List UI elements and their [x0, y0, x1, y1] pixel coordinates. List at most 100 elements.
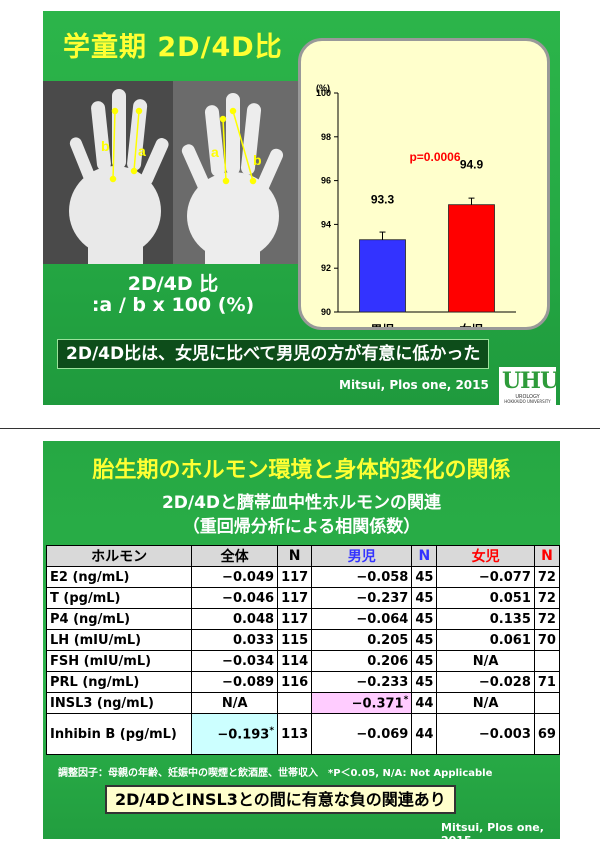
y-tick-label: 96: [321, 176, 331, 186]
table-row: PRL (ng/mL) −0.089 116 −0.233 45 −0.028 …: [45, 671, 561, 693]
x-category-label: 男児: [370, 323, 394, 327]
cell-hormone: PRL (ng/mL): [45, 671, 193, 693]
right-hand-image: [181, 93, 284, 264]
cell-n-boys: 45: [411, 650, 438, 672]
cell-n-boys: 44: [411, 692, 438, 714]
slide-2: 胎生期のホルモン環境と身体的変化の関係 2D/4Dと臍帯血中性ホルモンの関連 （…: [43, 441, 561, 847]
cell-n-total: [277, 692, 313, 714]
cell-n-girls: 72: [533, 587, 561, 609]
cell-boys: −0.069: [311, 713, 413, 755]
slide-2-conclusion: 2D/4DとINSL3との間に有意な負の関連あり: [105, 785, 456, 814]
y-tick-label: 98: [321, 132, 331, 142]
significance-mark: *: [269, 725, 275, 736]
cell-n-boys: 45: [411, 671, 438, 693]
table-row: INSL3 (ng/mL) N/A −0.371* 44 N/A: [45, 692, 561, 714]
bar-chart-panel: (%) 90 92 94 96 98 100 93.3 男児 94.9 女児 p=0.0006: [298, 38, 550, 330]
cell-hormone: E2 (ng/mL): [45, 566, 193, 588]
table-row: LH (mIU/mL) 0.033 115 0.205 45 0.061 70: [45, 629, 561, 651]
cell-n-girls: 71: [533, 671, 561, 693]
hand-label-a-right: a: [211, 144, 219, 160]
cell-n-boys: 45: [411, 587, 438, 609]
cell-n-total: 113: [277, 713, 313, 755]
cell-total-value: −0.193: [217, 727, 270, 743]
cell-n-girls: [533, 692, 561, 714]
table-header-row: ホルモン 全体 N 男児 N 女児 N: [45, 545, 561, 567]
cell-total: −0.034: [191, 650, 279, 672]
cell-n-total: 117: [277, 608, 313, 630]
table-row: T (pg/mL) −0.046 117 −0.237 45 0.051 72: [45, 587, 561, 609]
cell-n-total: 116: [277, 671, 313, 693]
p-value-annotation: p=0.0006: [409, 150, 460, 164]
urology-logo: UHU UROLOGY HOKKAIDO UNIVERSITY: [499, 367, 559, 405]
slide-1: 学童期 2D/4D比: [43, 11, 560, 405]
slide-2-subtitle-2: （重回帰分析による相関係数）: [182, 517, 421, 537]
header-girls: 女児: [436, 545, 535, 567]
logo-line-2: HOKKAIDO UNIVERSITY: [504, 399, 551, 404]
hand-photos: b a a b: [43, 81, 303, 264]
bar-chart: (%) 90 92 94 96 98 100 93.3 男児 94.9 女児 p=0.0006: [316, 83, 516, 327]
cell-boys: 0.206: [311, 650, 413, 672]
formula-line-1: 2D/4D 比: [127, 273, 219, 295]
cell-hormone: INSL3 (ng/mL): [45, 692, 193, 714]
y-tick-label: 90: [321, 307, 331, 317]
cell-total-significant: −0.193*: [191, 713, 279, 755]
cell-hormone: T (pg/mL): [45, 587, 193, 609]
slide-2-footnote: 調整因子：母親の年齢、妊娠中の喫煙と飲酒歴、世帯収入 *P＜0.05, N/A:…: [58, 768, 493, 779]
cell-total: 0.033: [191, 629, 279, 651]
cell-hormone: Inhibin B (pg/mL): [45, 713, 193, 755]
cell-girls: 0.135: [436, 608, 535, 630]
bar-value-label: 93.3: [371, 193, 395, 207]
left-hand-image: [69, 89, 169, 264]
cell-boys-value: −0.371: [351, 696, 404, 712]
significance-mark: *: [403, 694, 409, 705]
cell-girls: N/A: [436, 692, 535, 714]
logo-line-1: UROLOGY: [515, 394, 540, 400]
cell-n-boys: 44: [411, 713, 438, 755]
cell-hormone: FSH (mIU/mL): [45, 650, 193, 672]
y-tick-label: 94: [321, 219, 331, 229]
cell-girls: N/A: [436, 650, 535, 672]
cell-n-boys: 45: [411, 608, 438, 630]
x-category-label: 女児: [459, 322, 483, 327]
formula-line-2: :a / b x 100 (%): [91, 294, 255, 316]
table-row: Inhibin B (pg/mL) −0.193* 113 −0.069 44 …: [45, 713, 561, 755]
hormone-correlation-table: ホルモン 全体 N 男児 N 女児 N E2 (ng/mL) −0.049 11…: [45, 545, 561, 755]
cell-total: 0.048: [191, 608, 279, 630]
page-divider: [0, 428, 600, 429]
cell-boys-significant: −0.371*: [311, 692, 413, 714]
cell-total: −0.046: [191, 587, 279, 609]
cell-girls: −0.003: [436, 713, 535, 755]
cell-total: −0.089: [191, 671, 279, 693]
slide-2-citation: Mitsui, Plos one, 2015: [441, 821, 544, 847]
header-n-total: N: [277, 545, 313, 567]
cell-girls: −0.077: [436, 566, 535, 588]
hand-label-b-left: b: [101, 138, 110, 154]
y-tick-label: 100: [316, 88, 331, 98]
cell-boys: −0.064: [311, 608, 413, 630]
cell-girls: 0.051: [436, 587, 535, 609]
hand-label-b-right: b: [253, 152, 262, 168]
hand-label-a-left: a: [138, 143, 146, 159]
cell-n-girls: 72: [533, 566, 561, 588]
y-axis-unit: (%): [316, 83, 330, 93]
cell-n-total: 115: [277, 629, 313, 651]
table-row: E2 (ng/mL) −0.049 117 −0.058 45 −0.077 7…: [45, 566, 561, 588]
cell-boys: −0.058: [311, 566, 413, 588]
bar: [448, 204, 495, 313]
bar-value-label: 94.9: [460, 158, 484, 172]
cell-n-girls: 70: [533, 629, 561, 651]
cell-n-girls: 72: [533, 608, 561, 630]
slide-2-title: 胎生期のホルモン環境と身体的変化の関係: [92, 458, 511, 483]
cell-n-total: 117: [277, 587, 313, 609]
slide-1-conclusion: 2D/4D比は、女児に比べて男児の方が有意に低かった: [57, 339, 490, 369]
cell-total: N/A: [191, 692, 279, 714]
y-tick-label: 92: [321, 263, 331, 273]
cell-n-girls: [533, 650, 561, 672]
table-row: FSH (mIU/mL) −0.034 114 0.206 45 N/A: [45, 650, 561, 672]
header-boys: 男児: [311, 545, 413, 567]
bar: [359, 239, 406, 313]
cell-n-total: 114: [277, 650, 313, 672]
slide-1-citation: Mitsui, Plos one, 2015: [339, 378, 489, 392]
cell-n-total: 117: [277, 566, 313, 588]
cell-n-boys: 45: [411, 566, 438, 588]
